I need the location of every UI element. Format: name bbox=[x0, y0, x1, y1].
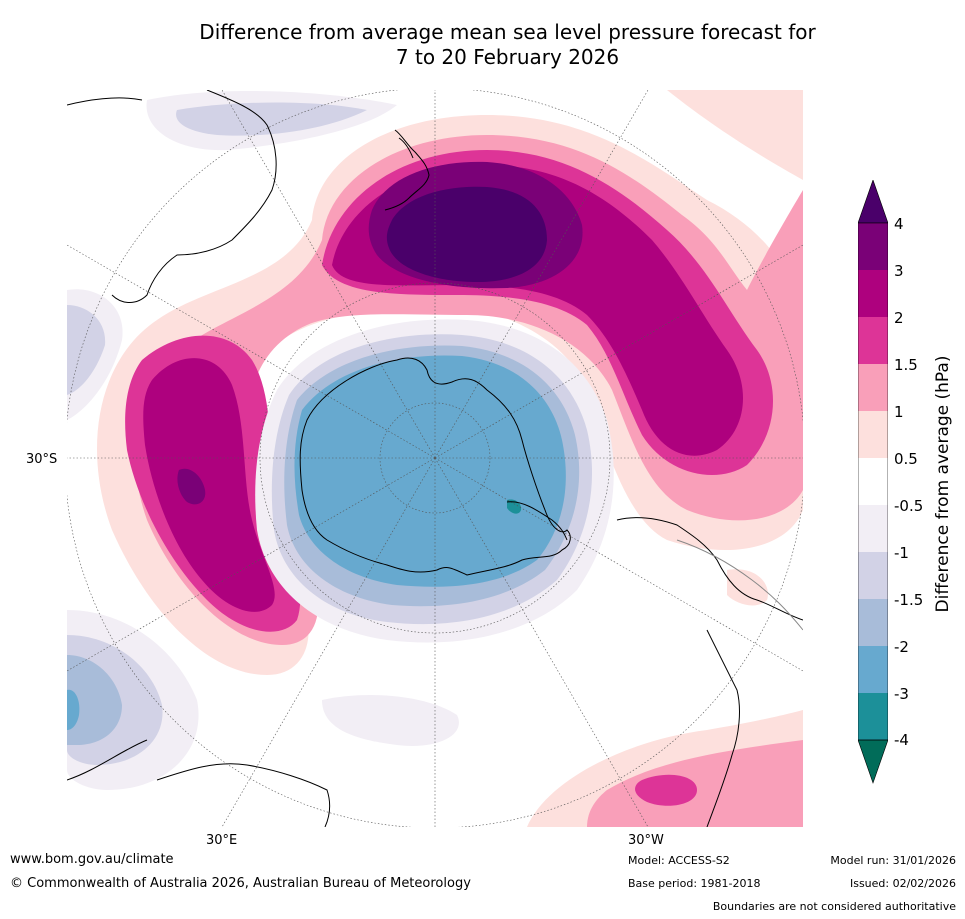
colorbar-tick: -3 bbox=[894, 685, 909, 703]
colorbar-band-3-4 bbox=[858, 223, 888, 270]
colorbar-tick: -1 bbox=[894, 544, 909, 562]
longitude-label-30w: 30°W bbox=[628, 833, 664, 848]
map-title: Difference from average mean sea level p… bbox=[100, 20, 915, 70]
colorbar-tick: -2 bbox=[894, 638, 909, 656]
colorbar-band-m3-m2 bbox=[858, 646, 888, 693]
colorbar-tick: -1.5 bbox=[894, 591, 924, 609]
colorbar-extend-top bbox=[858, 180, 888, 224]
colorbar-tick: 3 bbox=[894, 262, 904, 280]
neg-anomaly-southwest-core bbox=[67, 655, 122, 745]
footer-url[interactable]: www.bom.gov.au/climate bbox=[10, 852, 174, 867]
coastlines bbox=[67, 90, 803, 827]
footer-model: Model: ACCESS-S2 bbox=[628, 854, 730, 867]
colorbar-tick: 1.5 bbox=[894, 356, 918, 374]
footer-base-period: Base period: 1981-2018 bbox=[628, 877, 761, 890]
colorbar-frame bbox=[858, 222, 888, 741]
colorbar-band-1-15 bbox=[858, 364, 888, 411]
africa-coastline bbox=[67, 739, 331, 827]
neg-anomaly-southwest-center bbox=[67, 689, 80, 730]
colorbar-band-05-1 bbox=[858, 411, 888, 458]
colorbar-band-2-3 bbox=[858, 270, 888, 317]
pos-envelope-southwest-patch bbox=[727, 569, 768, 606]
south-america-coastline bbox=[616, 517, 803, 827]
colorbar-band-m2-m15 bbox=[858, 599, 888, 646]
new-zealand-coastline bbox=[384, 129, 430, 211]
australia-coastline bbox=[67, 90, 277, 303]
longitude-label-30e: 30°E bbox=[206, 833, 238, 848]
colorbar-band-m15-m1 bbox=[858, 552, 888, 599]
neg-anomaly-south bbox=[322, 695, 459, 746]
pos-1-level-south bbox=[587, 740, 803, 827]
footer-issued: Issued: 02/02/2026 bbox=[849, 877, 956, 890]
colorbar-tick: 1 bbox=[894, 403, 904, 421]
colorbar-tick: 2 bbox=[894, 309, 904, 327]
south-america-coastline-inner bbox=[676, 539, 803, 631]
pos-2-level-west bbox=[143, 358, 275, 612]
pos-15-level-south bbox=[635, 774, 697, 806]
footer-copyright: © Commonwealth of Australia 2026, Austra… bbox=[10, 876, 471, 891]
footer-disclaimer: Boundaries are not considered authoritat… bbox=[712, 900, 956, 913]
antarctica-coastline bbox=[299, 357, 571, 576]
colorbar-tick: 4 bbox=[894, 215, 904, 233]
neg-antarctic-2 bbox=[294, 355, 566, 587]
pos-4-level bbox=[386, 186, 547, 282]
colorbar-tick: 0.5 bbox=[894, 450, 918, 468]
colorbar-band-m1-m05 bbox=[858, 505, 888, 552]
title-line-1: Difference from average mean sea level p… bbox=[199, 20, 816, 44]
colorbar-tick: -4 bbox=[894, 731, 909, 749]
pos-3-level-west-spot bbox=[177, 468, 206, 505]
colorbar-band-neutral bbox=[858, 458, 888, 505]
colorbar-title: Difference from average (hPa) bbox=[933, 355, 953, 613]
colorbar-tick: -0.5 bbox=[894, 497, 924, 515]
colorbar bbox=[858, 180, 888, 784]
pos-envelope-northeast bbox=[667, 90, 803, 180]
anomaly-map bbox=[67, 90, 803, 827]
colorbar-band-m4-m3 bbox=[858, 693, 888, 740]
neg-antarctic-3-spot bbox=[507, 499, 522, 514]
colorbar-extend-bottom bbox=[858, 739, 888, 784]
colorbar-band-15-2 bbox=[858, 317, 888, 364]
neg-anomaly-left-inner bbox=[67, 305, 106, 395]
antarctic-peninsula bbox=[506, 501, 568, 541]
neg-anomaly-top-inner bbox=[176, 102, 367, 136]
graticule bbox=[67, 90, 803, 827]
footer-model-run: Model run: 31/01/2026 bbox=[830, 854, 956, 867]
map-svg bbox=[67, 90, 803, 827]
latitude-label-30s: 30°S bbox=[26, 452, 58, 467]
title-line-2: 7 to 20 February 2026 bbox=[395, 45, 620, 69]
